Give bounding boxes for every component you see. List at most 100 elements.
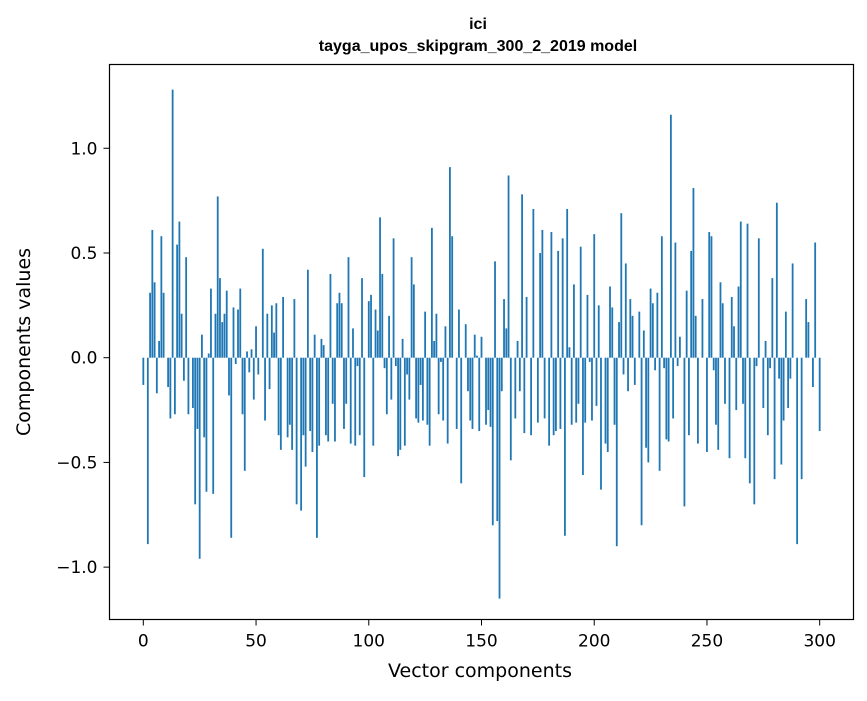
bar-251	[708, 232, 710, 358]
bar-3	[149, 293, 151, 358]
bar-57	[271, 305, 273, 357]
bar-262	[733, 326, 735, 357]
bar-199	[591, 358, 593, 421]
bar-186	[562, 238, 564, 357]
bar-241	[686, 291, 688, 358]
bar-22	[192, 358, 194, 408]
bar-136	[449, 167, 451, 358]
bar-70	[300, 358, 302, 511]
bar-145	[469, 358, 471, 421]
bar-156	[494, 261, 496, 357]
bar-281	[776, 203, 778, 358]
bar-119	[411, 257, 413, 358]
bar-132	[440, 358, 442, 362]
y-axis-ticks: −1.0−0.50.00.51.0	[56, 139, 109, 578]
bar-246	[697, 358, 699, 444]
bar-176	[539, 253, 541, 358]
bar-20	[188, 358, 190, 415]
bar-61	[280, 358, 282, 450]
bar-185	[560, 358, 562, 429]
bar-28	[206, 358, 208, 492]
bar-79	[321, 339, 323, 358]
y-tick-label: −1.0	[56, 558, 97, 578]
bar-260	[729, 358, 731, 459]
bar-277	[767, 358, 769, 435]
bar-40	[233, 307, 235, 357]
bar-177	[541, 230, 543, 358]
x-tick-label: 250	[691, 632, 723, 652]
bar-38	[228, 358, 230, 396]
bar-261	[731, 297, 733, 358]
bar-218	[634, 358, 636, 385]
x-tick-label: 300	[803, 632, 835, 652]
bar-184	[557, 251, 559, 358]
bar-205	[605, 358, 607, 444]
bar-300	[819, 358, 821, 431]
bar-233	[668, 358, 670, 442]
bar-82	[327, 358, 329, 442]
bar-200	[593, 234, 595, 358]
bar-60	[278, 358, 280, 435]
bar-169	[523, 358, 525, 433]
bar-55	[266, 314, 268, 358]
bar-32	[215, 314, 217, 358]
bar-194	[580, 247, 582, 358]
bar-231	[663, 358, 665, 368]
x-tick-label: 200	[578, 632, 610, 652]
bar-236	[674, 243, 676, 358]
bar-125	[424, 312, 426, 358]
bar-258	[724, 358, 726, 404]
bar-160	[503, 299, 505, 358]
bar-228	[656, 293, 658, 358]
bar-215	[627, 358, 629, 392]
bar-287	[789, 358, 791, 379]
bar-23	[194, 358, 196, 505]
chart-title-line1: ici	[469, 16, 487, 33]
bar-130	[436, 314, 438, 358]
bar-276	[765, 341, 767, 358]
bar-252	[711, 236, 713, 357]
bar-238	[679, 337, 681, 358]
bar-87	[339, 293, 341, 358]
bar-103	[375, 310, 377, 358]
x-tick-label: 0	[138, 632, 149, 652]
y-tick-label: −0.5	[56, 453, 97, 473]
bar-64	[287, 358, 289, 438]
bar-78	[318, 358, 320, 446]
bar-17	[181, 314, 183, 358]
bar-114	[399, 358, 401, 450]
bar-153	[487, 358, 489, 410]
bar-226	[652, 303, 654, 357]
bar-244	[693, 188, 695, 358]
bar-121	[415, 358, 417, 419]
bar-27	[203, 358, 205, 438]
bar-90	[345, 358, 347, 404]
bar-56	[269, 358, 271, 389]
bar-123	[420, 358, 422, 385]
y-axis-label: Components values	[13, 248, 35, 436]
bar-11	[167, 358, 169, 387]
bar-59	[275, 303, 277, 357]
bar-283	[780, 358, 782, 465]
bar-266	[742, 358, 744, 404]
bar-263	[735, 358, 737, 410]
bar-127	[429, 358, 431, 446]
bar-191	[573, 284, 575, 357]
bar-8	[160, 236, 162, 357]
bar-49	[253, 358, 255, 400]
bar-254	[715, 358, 717, 425]
bar-73	[307, 270, 309, 358]
bar-286	[787, 358, 789, 408]
bar-110	[390, 358, 392, 400]
bar-227	[654, 358, 656, 371]
bar-173	[532, 209, 534, 358]
bar-166	[517, 341, 519, 358]
bar-0	[142, 358, 144, 385]
bar-178	[544, 358, 546, 419]
bar-54	[264, 358, 266, 421]
bar-112	[395, 358, 397, 366]
bar-208	[611, 307, 613, 357]
bar-267	[744, 358, 746, 459]
bar-216	[629, 299, 631, 358]
bar-13	[172, 90, 174, 358]
